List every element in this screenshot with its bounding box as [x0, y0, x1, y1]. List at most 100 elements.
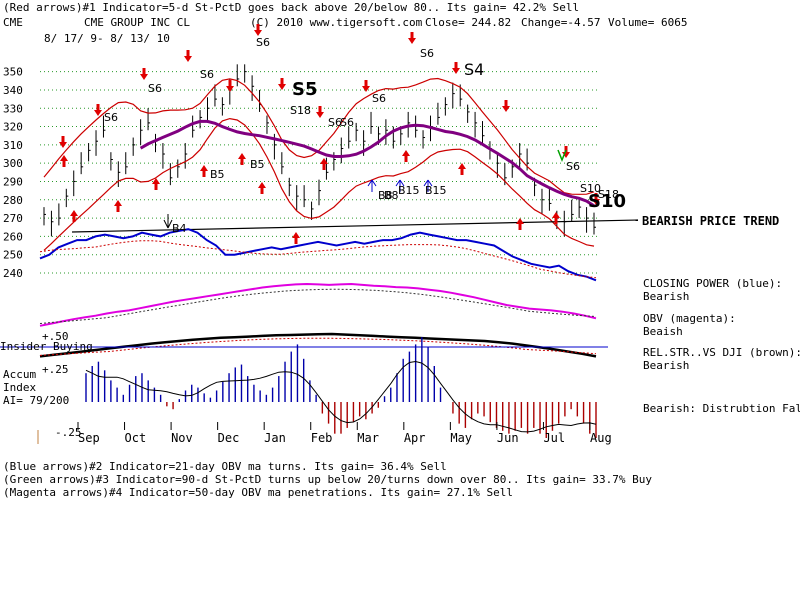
y-tick-label: 300 — [3, 157, 23, 170]
red-up-arrow — [152, 178, 160, 190]
obv-title: OBV (magenta): — [643, 312, 736, 325]
x-tick-label: Jan — [264, 431, 286, 445]
x-axis: Sep Oct Nov Dec Jan Feb Mar Apr May Jun Jul Aug — [77, 422, 612, 445]
signal-label: B15 — [425, 184, 447, 197]
accum-minus25: -.25 — [55, 426, 82, 439]
y-tick-label: 350 — [3, 66, 23, 79]
trend-label: BEARISH PRICE TREND — [642, 214, 779, 228]
price-bars — [43, 64, 596, 237]
signal-label: B4 — [172, 222, 187, 235]
rel-strength-value: Bearish — [643, 359, 689, 372]
date-range: 8/ 17/ 9- 8/ 13/ 10 — [44, 32, 170, 45]
red-up-arrow — [320, 158, 328, 170]
blue-up-arrow — [395, 179, 405, 192]
change-value: Change=-4.57 — [521, 16, 600, 29]
y-tick-label: 280 — [3, 194, 23, 207]
x-tick-label: May — [450, 431, 472, 445]
red-down-arrow — [94, 104, 102, 116]
price-y-axis: 350 340 330 320 310 300 290 280 270 260 250 240 — [3, 66, 23, 280]
black-arrow — [163, 214, 173, 229]
y-tick-label: 310 — [3, 139, 23, 152]
signal-label: S6 — [104, 111, 118, 124]
red-up-arrow — [60, 155, 68, 167]
closing-power-title: CLOSING POWER (blue): — [643, 277, 782, 290]
signal-label: S5 — [292, 79, 318, 100]
red-down-arrow — [316, 106, 324, 118]
blue-up-arrow — [367, 179, 377, 192]
accum-ma-line — [85, 360, 597, 433]
x-tick-label: Dec — [218, 431, 240, 445]
trend-line — [71, 219, 639, 233]
x-tick-label: Aug — [590, 431, 612, 445]
y-tick-label: 240 — [3, 267, 23, 280]
ai-value: AI= 79/200 — [3, 394, 69, 407]
x-tick-label: Sep — [78, 431, 100, 445]
copyright: (C) 2010 www.tigersoft.com — [250, 16, 423, 29]
red-down-arrow — [184, 50, 192, 62]
signal-label: S18 — [598, 188, 619, 201]
signal-label: S6 — [372, 92, 386, 105]
signal-label: B15 — [398, 184, 420, 197]
x-tick-label: Feb — [311, 431, 333, 445]
x-tick-label: Jul — [543, 431, 565, 445]
y-tick-label: 340 — [3, 84, 23, 97]
accum-plus25: +.25 — [42, 363, 69, 376]
header-line-1: (Red arrows)#1 Indicator=5-d St-PctD goe… — [3, 1, 579, 14]
obv-line — [39, 282, 597, 327]
closing-power-value: Bearish — [643, 290, 689, 303]
signal-label: S6 — [148, 82, 162, 95]
footer-line-2: (Green arrows)#3 Indicator=90-d St-PctD … — [3, 473, 652, 486]
accum-plus50: +.50 — [42, 330, 69, 343]
obv-ma — [39, 288, 597, 324]
signal-label: S10 — [580, 182, 601, 195]
x-tick-label: Nov — [171, 431, 193, 445]
accum-label: Accum — [3, 368, 36, 381]
signal-label: S6 — [340, 116, 354, 129]
red-down-arrow — [592, 193, 600, 205]
red-up-arrow — [292, 232, 300, 244]
index-label: Index — [3, 381, 36, 394]
signal-label: S6 — [420, 47, 434, 60]
ticker: CME — [3, 16, 23, 29]
red-up-arrow — [258, 182, 266, 194]
y-tick-label: 270 — [3, 212, 23, 225]
red-up-arrow — [238, 153, 246, 165]
signal-label: S10 — [588, 191, 626, 212]
red-down-arrow — [226, 80, 234, 92]
red-down-arrow — [278, 78, 286, 90]
y-tick-label: 260 — [3, 230, 23, 243]
volume-value: Volume= 6065 — [608, 16, 687, 29]
y-tick-label: 330 — [3, 102, 23, 115]
accum-status: Bearish: Distrubtion Falling. — [643, 402, 800, 415]
green-down-arrow — [557, 149, 567, 163]
signal-arrows — [59, 24, 600, 244]
signal-label: S6 — [328, 116, 342, 129]
company-name: CME GROUP INC CL — [84, 16, 190, 29]
red-up-arrow — [200, 165, 208, 177]
red-up-arrow — [516, 218, 524, 230]
x-tick-label: Jun — [497, 431, 519, 445]
signal-label: S6 — [200, 68, 214, 81]
close-value: Close= 244.82 — [425, 16, 511, 29]
y-tick-label: 320 — [3, 121, 23, 134]
lower-band — [43, 117, 595, 251]
red-up-arrow — [458, 163, 466, 175]
moving-average-line — [139, 119, 595, 208]
signal-label: S18 — [290, 104, 311, 117]
blue-up-arrow — [423, 179, 433, 192]
x-tick-label: Oct — [125, 431, 147, 445]
signal-label: S4 — [464, 60, 484, 79]
x-tick-label: Mar — [357, 431, 379, 445]
red-down-arrow — [408, 32, 416, 44]
y-tick-label: 250 — [3, 249, 23, 262]
red-down-arrow — [254, 24, 262, 36]
accum-bars — [85, 337, 597, 438]
red-up-arrow — [552, 212, 560, 224]
red-down-arrow — [502, 100, 510, 112]
insider-label: Insider Buying — [0, 340, 93, 353]
y-tick-label: 290 — [3, 175, 23, 188]
rel-strength-line — [39, 332, 597, 358]
closing-power-ma — [39, 240, 597, 279]
obv-value: Beaish — [643, 325, 683, 338]
